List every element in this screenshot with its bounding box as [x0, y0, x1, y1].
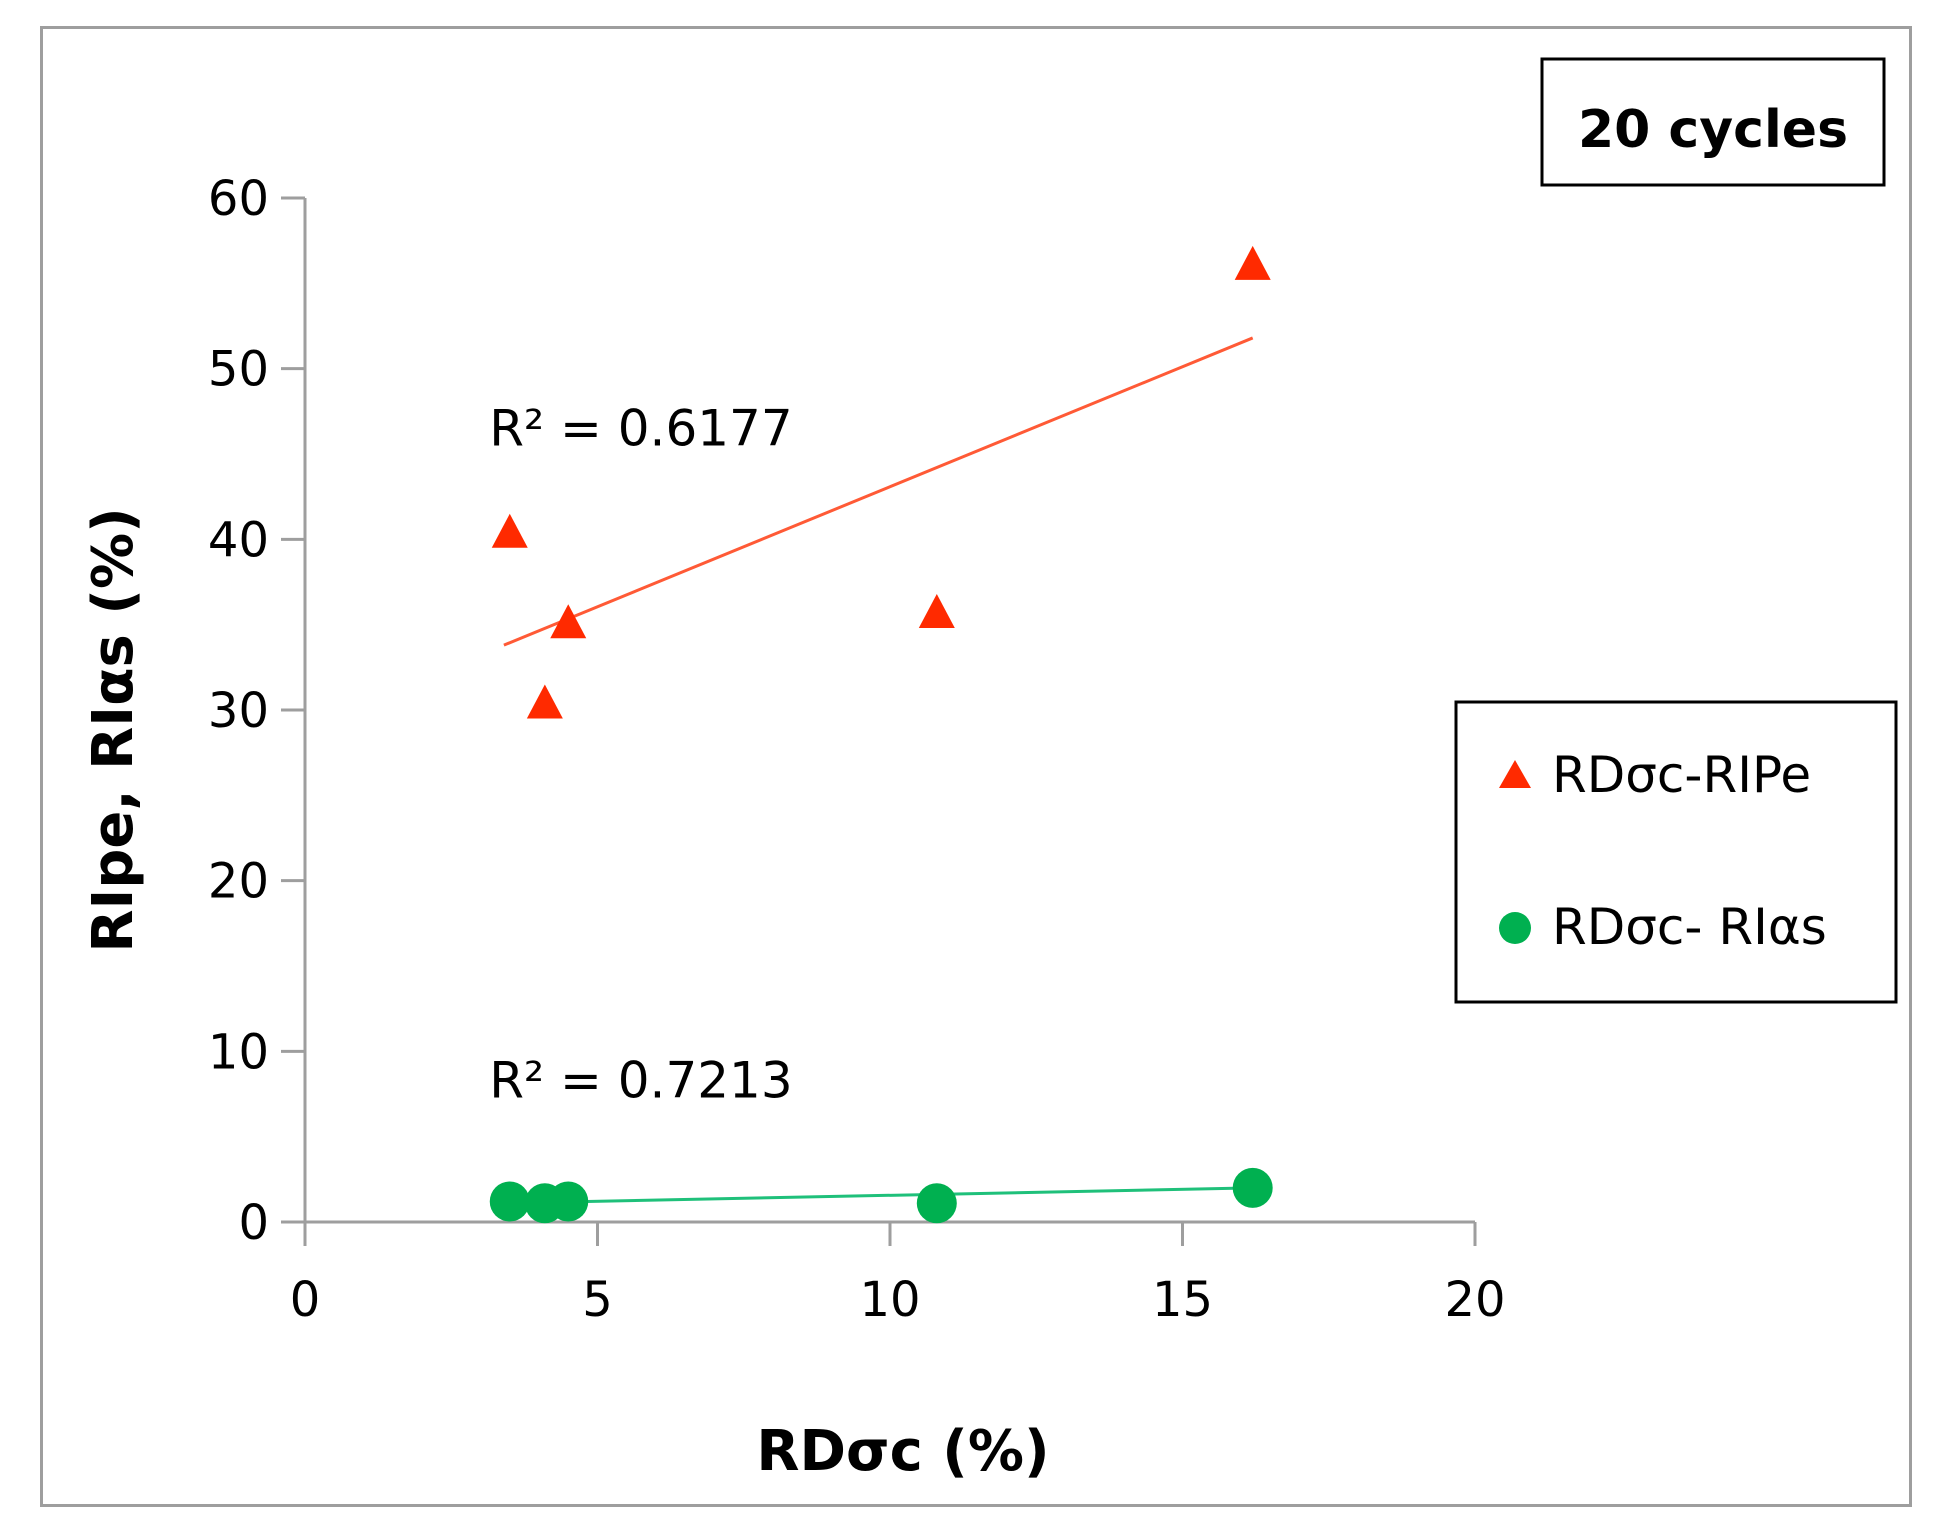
y-tick-label: 60: [208, 171, 269, 227]
data-point-rias: [548, 1181, 589, 1222]
y-tick-label: 0: [238, 1195, 269, 1251]
data-point-rias: [489, 1181, 530, 1222]
x-tick-label: 0: [290, 1272, 321, 1328]
x-axis-title: RDσc (%): [756, 1419, 1049, 1484]
chart-frame: [40, 26, 1912, 1507]
trendline-layer: [503, 336, 1254, 1205]
y-tick-label: 30: [208, 683, 269, 739]
legend-label-rias: RDσc- RIαs: [1552, 898, 1827, 956]
cycles-badge-box: [1540, 57, 1886, 187]
x-tick-label: 5: [582, 1272, 613, 1328]
data-point-rias: [1232, 1167, 1273, 1208]
trendline-series-1: [503, 1186, 1253, 1205]
y-tick-label: 10: [208, 1024, 269, 1080]
data-point-ripe: [526, 684, 563, 719]
x-tick-label: 15: [1152, 1272, 1213, 1328]
data-point-ripe: [550, 604, 587, 639]
data-point-ripe: [918, 594, 955, 629]
legend-circle-marker: [1499, 912, 1531, 944]
cycles-badge: 20 cycles: [1578, 100, 1848, 160]
trendline-series-0: [503, 336, 1254, 647]
r2-label-rias: R² = 0.7213: [489, 1051, 792, 1109]
points-layer: [489, 245, 1273, 1224]
axes-layer: 0 10 20 30 40 50 60 0 5 10 15 20: [208, 171, 1506, 1328]
y-tick-label: 50: [208, 342, 269, 398]
legend: [1454, 700, 1898, 1004]
legend-triangle-marker: [1499, 760, 1531, 788]
data-point-rias: [916, 1183, 957, 1224]
r2-label-ripe: R² = 0.6177: [489, 399, 792, 457]
data-point-ripe: [491, 513, 528, 548]
x-tick-label: 10: [859, 1272, 920, 1328]
y-axis-title: RIpe, RIαs (%): [81, 507, 146, 952]
data-point-ripe: [1234, 245, 1271, 280]
y-tick-label: 20: [208, 854, 269, 910]
x-tick-label: 20: [1444, 1272, 1505, 1328]
legend-label-ripe: RDσc-RIPe: [1552, 746, 1811, 804]
y-tick-label: 40: [208, 512, 269, 568]
